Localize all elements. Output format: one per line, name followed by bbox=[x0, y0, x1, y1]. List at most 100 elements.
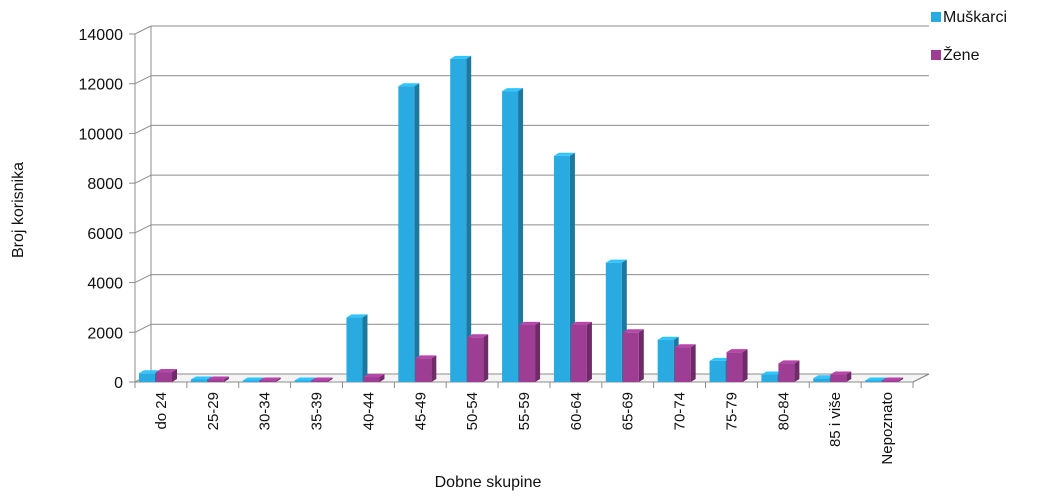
bar-side bbox=[794, 360, 800, 382]
bar-muskarci bbox=[450, 55, 472, 382]
bar-top bbox=[813, 375, 835, 379]
bar-front bbox=[570, 324, 587, 382]
gridline-wall bbox=[134, 25, 152, 35]
bar-side bbox=[327, 377, 333, 382]
bar-zene bbox=[363, 374, 385, 382]
y-tick-label: 14000 bbox=[79, 27, 124, 44]
bar-top bbox=[363, 374, 385, 378]
x-tick-label: 40-44 bbox=[360, 392, 377, 430]
bar-zene bbox=[259, 377, 281, 382]
bar-front bbox=[311, 380, 328, 382]
bar-top bbox=[657, 336, 679, 340]
bar-front bbox=[259, 380, 276, 382]
gridline-wall bbox=[134, 274, 152, 284]
y-tick-label: 6000 bbox=[87, 226, 123, 243]
bar-top bbox=[726, 349, 748, 353]
x-tick-label: 70-74 bbox=[672, 392, 689, 430]
bar-front bbox=[502, 91, 519, 383]
bar-top bbox=[346, 314, 368, 318]
bar-zene bbox=[519, 321, 541, 382]
bar-top bbox=[865, 377, 887, 381]
bar-front bbox=[415, 358, 432, 382]
bar-top bbox=[259, 377, 281, 381]
bar-front bbox=[622, 332, 639, 382]
bar-top bbox=[502, 88, 524, 92]
bar-side bbox=[898, 377, 904, 382]
bar-front bbox=[674, 347, 691, 382]
gridlines bbox=[134, 25, 929, 383]
bar-front bbox=[139, 373, 155, 382]
bar-muskarci bbox=[346, 314, 368, 382]
bar-top bbox=[882, 377, 904, 381]
bar-front bbox=[242, 380, 259, 382]
bar-side bbox=[466, 55, 472, 382]
y-tick-label: 10000 bbox=[79, 126, 124, 143]
x-axis-depth bbox=[912, 373, 930, 383]
bar-side bbox=[362, 314, 368, 382]
bar-top bbox=[519, 321, 541, 325]
bar-side bbox=[414, 83, 420, 382]
x-tick-label: Nepoznato bbox=[879, 392, 896, 465]
bar-side bbox=[535, 321, 541, 382]
bar-front bbox=[363, 377, 380, 382]
gridline-wall bbox=[134, 75, 152, 85]
bar-top bbox=[778, 360, 800, 364]
legend-label: Muškarci bbox=[943, 9, 1007, 26]
y-tick-label: 8000 bbox=[87, 176, 123, 193]
bar-top bbox=[553, 152, 575, 156]
bar-top bbox=[398, 83, 420, 87]
bar-top bbox=[830, 371, 852, 375]
bar-zene bbox=[207, 376, 229, 382]
bar-zene bbox=[467, 334, 489, 382]
bar-front bbox=[190, 379, 207, 382]
bar-zene bbox=[674, 344, 696, 382]
bar-front bbox=[467, 337, 484, 382]
y-tick-label: 4000 bbox=[87, 276, 123, 293]
x-tick-label: 30-34 bbox=[257, 392, 274, 430]
bar-top bbox=[207, 376, 229, 380]
bar-top bbox=[139, 370, 160, 374]
gridline-wall bbox=[134, 174, 152, 184]
bar-muskarci bbox=[502, 88, 524, 383]
x-tick-label: 75-79 bbox=[723, 392, 740, 430]
bar-zene bbox=[830, 371, 852, 382]
bar-zene bbox=[778, 360, 800, 382]
bar-side bbox=[846, 371, 852, 382]
y-tick-label: 0 bbox=[114, 375, 123, 392]
bar-front bbox=[813, 378, 830, 382]
bar-top bbox=[450, 55, 472, 59]
bar-front bbox=[605, 262, 622, 382]
bar-front bbox=[657, 339, 674, 382]
x-tick-label: 25-29 bbox=[205, 392, 222, 430]
bar-top bbox=[622, 329, 644, 333]
bar-zene bbox=[156, 369, 177, 382]
bar-zene bbox=[311, 377, 333, 382]
bar-zene bbox=[622, 329, 644, 382]
gridline-wall bbox=[134, 124, 152, 134]
bar-top bbox=[709, 357, 731, 361]
bar-top bbox=[605, 259, 627, 263]
bar-top bbox=[761, 371, 783, 375]
bars bbox=[139, 55, 904, 383]
legend-swatch bbox=[931, 50, 941, 60]
bar-front bbox=[553, 155, 570, 382]
bar-front bbox=[156, 372, 172, 382]
bar-side bbox=[275, 377, 281, 382]
bar-top bbox=[294, 377, 316, 381]
bar-top bbox=[242, 377, 264, 381]
bar-front bbox=[726, 352, 743, 382]
gridline-wall bbox=[134, 323, 152, 333]
x-tick-label: do 24 bbox=[153, 392, 170, 430]
bar-top bbox=[415, 355, 437, 359]
bar-top bbox=[156, 369, 177, 373]
bar-side bbox=[172, 369, 177, 382]
bar-front bbox=[519, 324, 536, 382]
x-tick-label: 85 i više bbox=[827, 392, 844, 447]
x-tick-label: 50-54 bbox=[464, 392, 481, 430]
bar-front bbox=[346, 317, 363, 382]
bar-front bbox=[865, 380, 882, 382]
x-tick-label: 65-69 bbox=[620, 392, 637, 430]
x-tick-label: 60-64 bbox=[568, 392, 585, 430]
